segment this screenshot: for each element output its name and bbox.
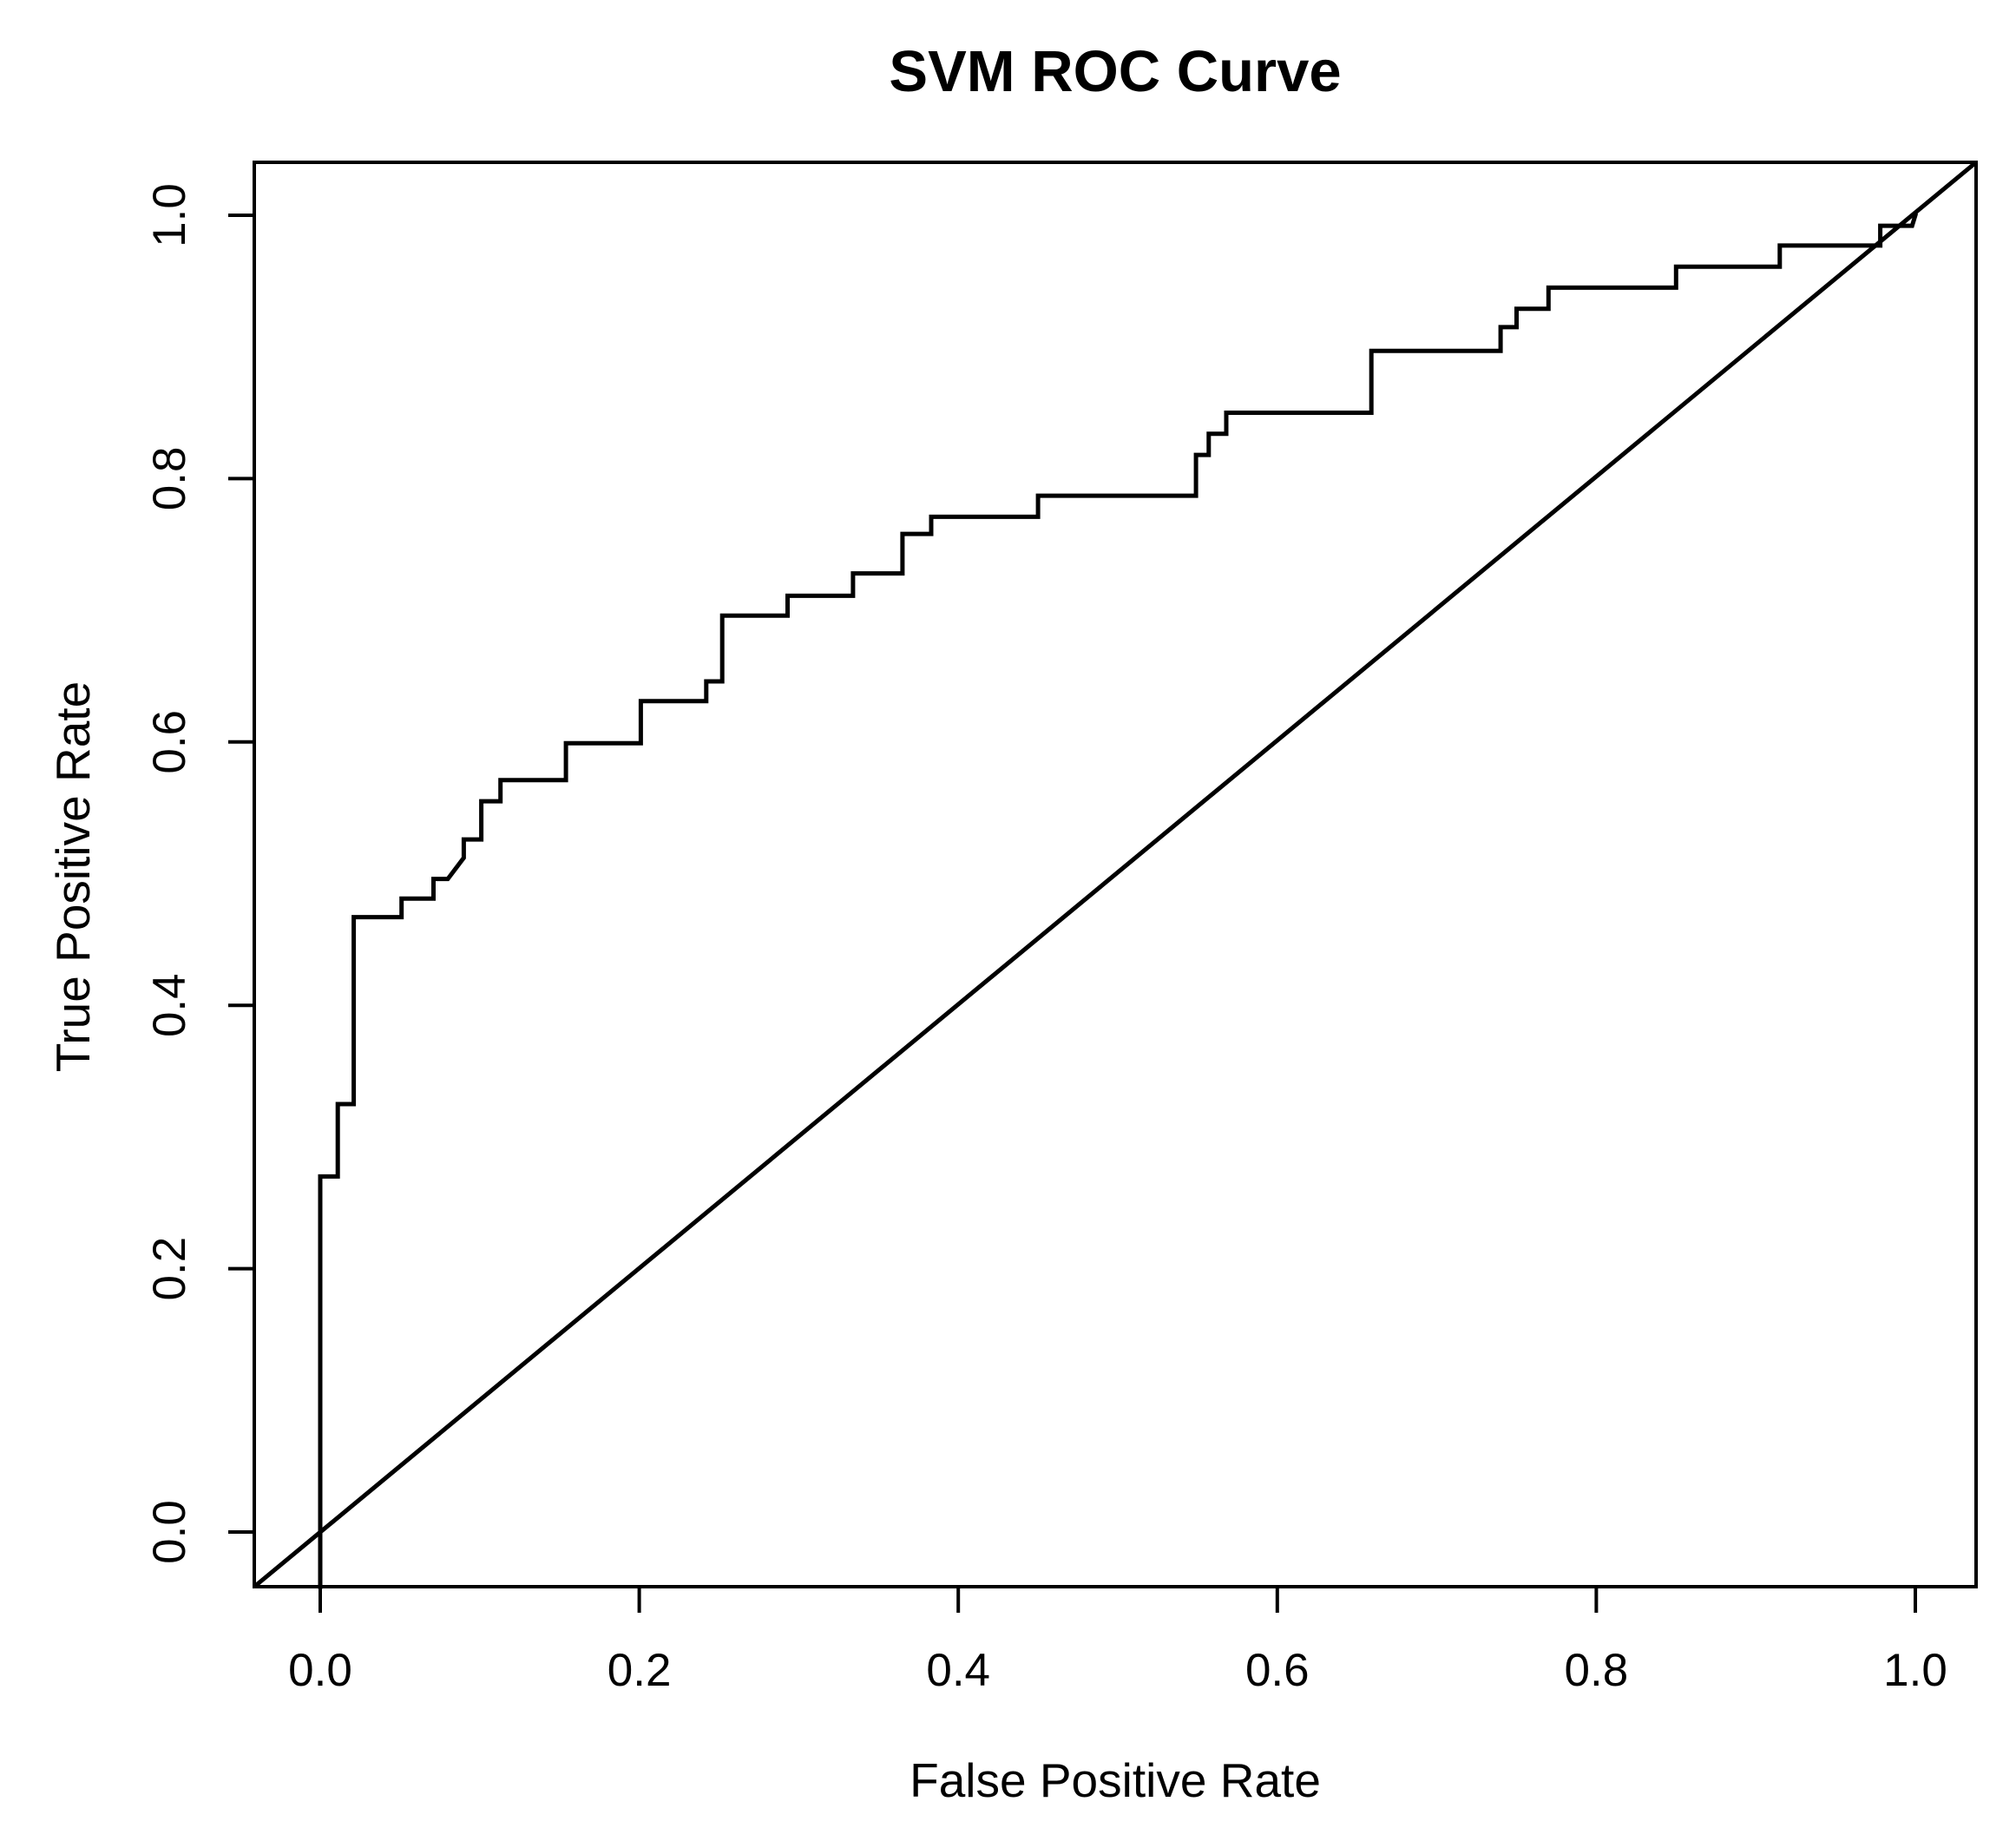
y-tick-label: 0.6 — [144, 710, 195, 774]
y-axis-label: True Positive Rate — [46, 681, 100, 1072]
chart-title: SVM ROC Curve — [889, 39, 1341, 104]
x-tick-label: 0.0 — [288, 1645, 352, 1696]
x-axis-label: False Positive Rate — [909, 1753, 1321, 1807]
y-tick-label: 1.0 — [144, 183, 195, 247]
roc-step-curve — [318, 212, 1919, 1589]
x-axis-ticks: 0.0 0.2 0.4 0.6 0.8 1.0 — [288, 1587, 1947, 1696]
chance-diagonal-line — [253, 161, 1978, 1588]
x-tick-label: 0.8 — [1565, 1645, 1629, 1696]
x-tick-label: 0.2 — [607, 1645, 672, 1696]
y-axis-ticks: 0.0 0.2 0.4 0.6 0.8 1.0 — [144, 183, 254, 1564]
y-tick-label: 0.0 — [144, 1500, 195, 1564]
y-tick-label: 0.8 — [144, 447, 195, 511]
x-tick-label: 0.4 — [926, 1645, 990, 1696]
x-tick-label: 1.0 — [1883, 1645, 1947, 1696]
y-tick-label: 0.4 — [144, 973, 195, 1037]
y-tick-label: 0.2 — [144, 1237, 195, 1301]
x-tick-label: 0.6 — [1245, 1645, 1310, 1696]
plot-frame — [253, 161, 1978, 1588]
